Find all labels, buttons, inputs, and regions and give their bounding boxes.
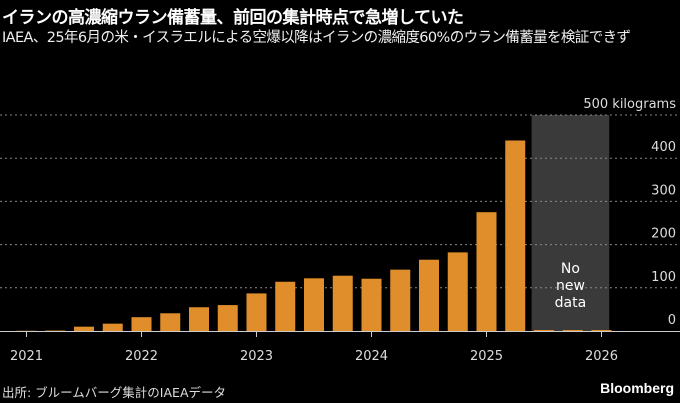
y-tick-label: 300 [651, 183, 676, 198]
bar [304, 278, 324, 331]
bar [160, 313, 181, 331]
bar [476, 212, 497, 331]
chart-title: イランの高濃縮ウラン備蓄量、前回の集計時点で急増していた [2, 8, 464, 28]
bar [102, 323, 123, 331]
bloomberg-logo: Bloomberg [600, 380, 674, 396]
no-data-annotation: No [561, 261, 580, 277]
x-tick-label: 2022 [125, 349, 158, 364]
bar [332, 275, 353, 331]
bar [390, 269, 411, 331]
x-tick-label: 2024 [355, 349, 388, 364]
bar [447, 252, 468, 331]
y-tick-label: 100 [651, 270, 676, 285]
bar [74, 326, 94, 331]
y-tick-label: 0 [668, 313, 676, 328]
bar [189, 307, 209, 331]
source-note: 出所: ブルームバーグ集計のIAEAデータ [2, 385, 226, 400]
no-data-annotation: data [555, 295, 587, 311]
bar-stub [562, 330, 583, 332]
y-tick-label: 200 [651, 227, 676, 242]
x-tick-label: 2026 [585, 349, 618, 364]
bar [217, 305, 238, 331]
x-tick-label: 2025 [470, 349, 503, 364]
bar [246, 293, 267, 331]
no-data-annotation: new [556, 278, 585, 294]
bar [361, 278, 382, 331]
y-tick-label: 500 kilograms [583, 97, 676, 112]
bar [505, 140, 526, 331]
bar [419, 259, 439, 331]
y-tick-label: 400 [651, 140, 676, 155]
bar-stub [534, 330, 554, 332]
x-tick-label: 2023 [240, 349, 273, 364]
x-tick-label: 2021 [10, 349, 43, 364]
bar-stub [591, 330, 612, 332]
bar [131, 317, 152, 331]
bar [275, 281, 296, 331]
no-data-band [531, 115, 610, 331]
chart-subtitle: IAEA、25年6月の米・イスラエルによる空爆以降はイランの濃縮度60%のウラン… [2, 30, 631, 46]
